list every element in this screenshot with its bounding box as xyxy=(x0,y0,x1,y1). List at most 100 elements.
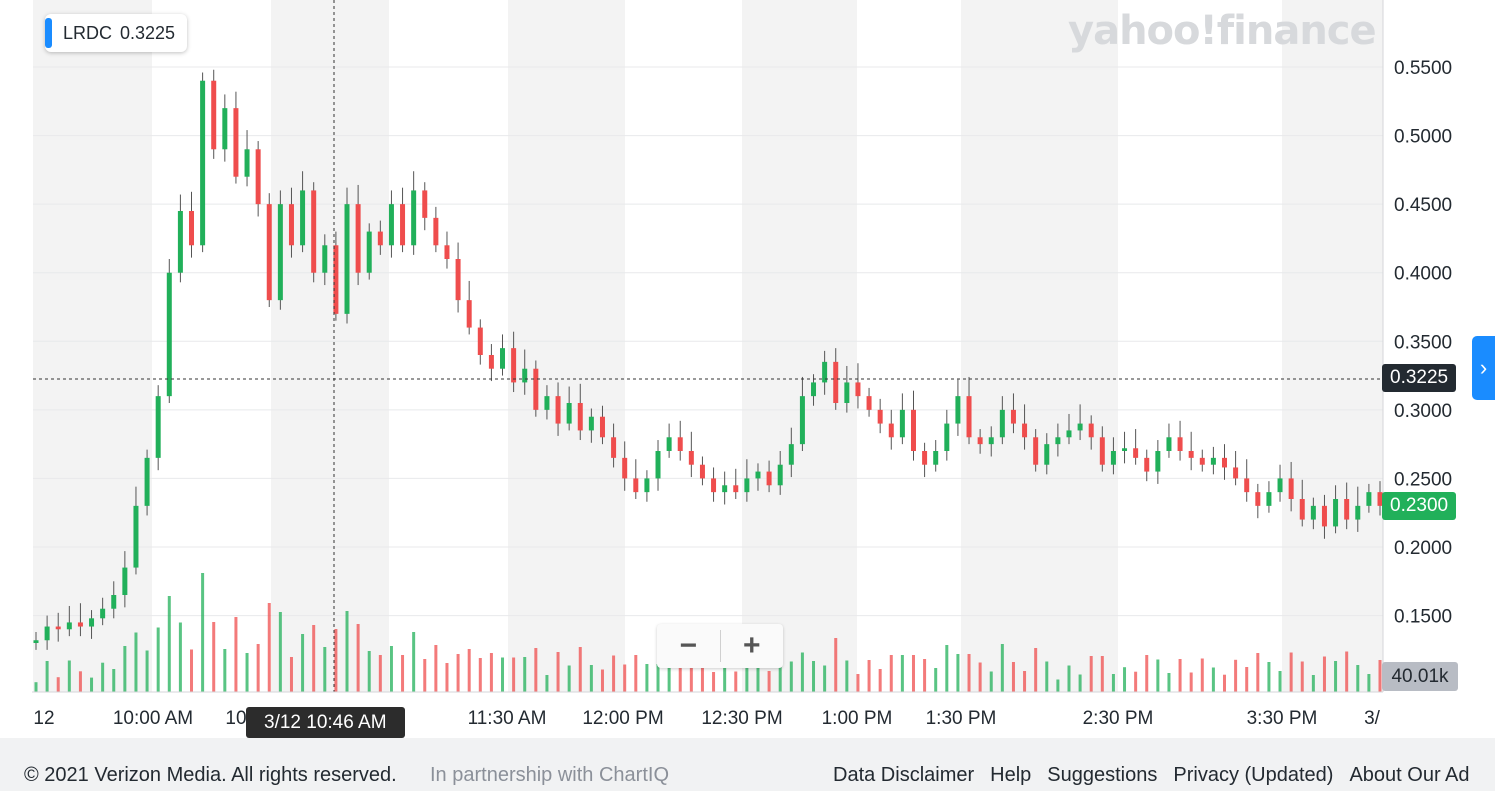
symbol-legend[interactable]: LRDC 0.3225 xyxy=(45,14,188,52)
volume-bar xyxy=(523,657,527,692)
candle-body xyxy=(277,204,283,301)
candle-body xyxy=(1266,492,1272,506)
candle-body xyxy=(433,217,439,246)
volume-bar xyxy=(112,669,116,692)
volume-bar xyxy=(156,627,160,692)
candle-body xyxy=(677,437,683,451)
volume-bar xyxy=(823,665,827,692)
zoom-divider xyxy=(719,630,721,662)
volume-bar xyxy=(1056,679,1060,692)
candle-body xyxy=(466,300,472,328)
candle-body xyxy=(788,444,794,465)
candle-body xyxy=(1255,492,1261,506)
zoom-in-button[interactable]: + xyxy=(742,629,761,662)
candle-body xyxy=(266,204,272,301)
x-tick-label: 3/ xyxy=(1364,708,1381,729)
volume-bar xyxy=(1311,675,1315,692)
legend-symbol: LRDC xyxy=(63,22,113,43)
candle-body xyxy=(388,204,394,246)
volume-bar xyxy=(889,655,893,692)
session-band xyxy=(271,0,389,692)
candle-body xyxy=(1088,423,1094,438)
volume-bar xyxy=(1111,674,1115,692)
chevron-right-icon: › xyxy=(1479,355,1488,380)
volume-bar xyxy=(289,657,293,692)
volume-bar xyxy=(789,661,793,692)
session-band xyxy=(33,0,152,692)
candle-body xyxy=(777,464,783,486)
volume-bar xyxy=(412,632,416,692)
candle-body xyxy=(555,396,561,424)
volume-bar xyxy=(67,660,71,692)
volume-bar xyxy=(356,624,360,692)
candle-body xyxy=(910,409,916,451)
candle-body xyxy=(811,382,817,397)
footer-link-suggestions[interactable]: Suggestions xyxy=(1047,764,1158,786)
volume-bar xyxy=(1123,667,1127,692)
price-chart[interactable]: 0.5500 0.5000 0.4500 0.4000 0.3500 0.3000 0.25… xyxy=(0,0,1495,738)
volume-bar xyxy=(567,665,571,692)
volume-bar xyxy=(534,648,538,692)
x-tick-label: 1:00 PM xyxy=(822,708,893,729)
session-bands xyxy=(33,0,1383,692)
candle-body xyxy=(189,211,195,246)
volume-bar xyxy=(800,652,804,692)
x-tick-label: 11:30 AM xyxy=(468,708,547,729)
footer-link-privacy[interactable]: Privacy (Updated) xyxy=(1173,764,1334,786)
y-tick-label: 0.5000 xyxy=(1394,127,1452,148)
volume-bar xyxy=(134,632,138,692)
x-tick-label: 3:30 PM xyxy=(1247,708,1318,729)
volume-bar xyxy=(1000,644,1004,692)
volume-bar xyxy=(1189,672,1193,692)
volume-bar xyxy=(123,646,127,692)
volume-bar xyxy=(689,654,693,692)
session-band xyxy=(961,0,1118,692)
candle-body xyxy=(177,211,183,273)
partner-link[interactable]: In partnership with ChartIQ xyxy=(430,764,669,786)
volume-bar xyxy=(212,622,216,692)
candle-body xyxy=(233,108,239,177)
crosshair-date-label: 3/12 10:46 AM xyxy=(246,707,405,738)
candle-body xyxy=(766,471,772,486)
candle-body xyxy=(288,204,294,246)
candle-body xyxy=(1122,448,1128,451)
volume-bar xyxy=(256,644,260,692)
footer-link-disclaimer[interactable]: Data Disclaimer xyxy=(833,764,975,786)
volume-bar xyxy=(978,662,982,692)
volume-bar xyxy=(578,647,582,692)
footer-link-help[interactable]: Help xyxy=(990,764,1032,786)
candle-body xyxy=(977,437,983,445)
volume-bar xyxy=(1345,651,1349,692)
candle-body xyxy=(333,245,339,314)
volume-bar xyxy=(1334,661,1338,692)
candle-body xyxy=(55,626,61,630)
volume-bar xyxy=(323,647,327,692)
zoom-out-button[interactable]: − xyxy=(679,629,698,662)
candle-body xyxy=(311,190,317,273)
candle-body xyxy=(1299,499,1305,520)
volume-bar xyxy=(1023,671,1027,692)
volume-bar xyxy=(834,638,838,692)
candle-body xyxy=(922,451,928,465)
volume-bar xyxy=(90,677,94,692)
volume-bar xyxy=(1289,652,1293,692)
candle-body xyxy=(1166,437,1172,451)
volume-bar xyxy=(45,661,49,692)
candle-body xyxy=(799,396,805,445)
volume-bar xyxy=(145,650,149,692)
volume-bar xyxy=(923,659,927,692)
volume-bar xyxy=(945,645,949,692)
scroll-right-button[interactable]: › xyxy=(1472,336,1495,400)
y-tick-label: 0.3500 xyxy=(1394,332,1452,353)
y-tick-label: 0.2000 xyxy=(1394,538,1452,559)
candle-body xyxy=(988,437,994,445)
volume-bar xyxy=(600,669,604,692)
candle-body xyxy=(522,368,528,383)
volume-bar xyxy=(1245,667,1249,692)
candle-body xyxy=(744,478,750,493)
candle-body xyxy=(77,622,83,627)
footer-link-about-ads[interactable]: About Our Ad xyxy=(1349,764,1470,786)
x-tick-label: 12 xyxy=(33,708,54,729)
volume-bar xyxy=(745,653,749,692)
volume-bar xyxy=(1134,671,1138,692)
